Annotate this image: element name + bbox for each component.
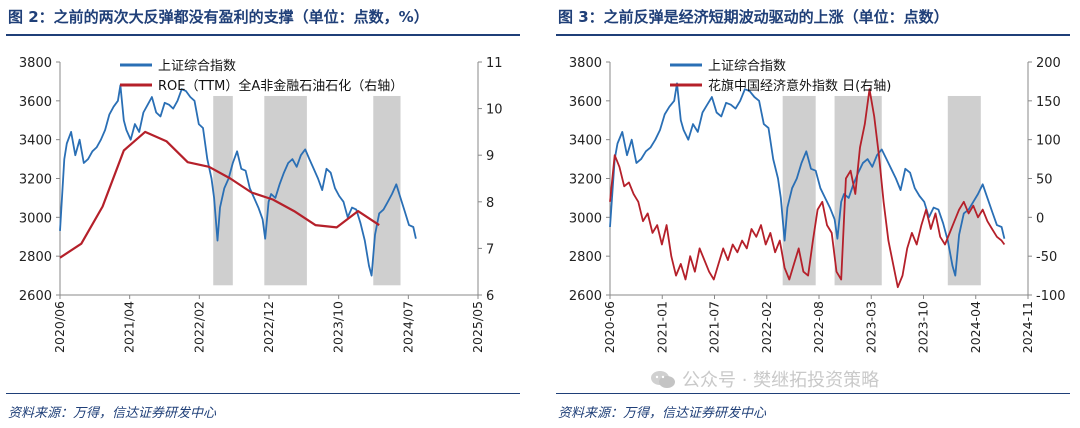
x-tick-label: 2022-02 xyxy=(759,301,774,353)
figure-2-source: 资料来源：万得，信达证券研发中心 xyxy=(8,406,217,421)
y-tick-label-left: 3800 xyxy=(569,56,602,71)
figure-3-panel: 图 3：之前反弹是经济短期波动驱动的上涨（单位：点数） 2600 2800 3000… xyxy=(550,0,1080,428)
y-tick-label-right: 7 xyxy=(486,242,494,257)
y-tick-label-left: 3400 xyxy=(569,134,602,149)
legend-label: ROE（TTM）全A非金融石油石化（右轴） xyxy=(158,78,403,94)
watermark: 公众号 · 樊继拓投资策略 xyxy=(650,366,879,392)
y-tick-label-left: 2800 xyxy=(19,250,52,265)
figure-3-title: 图 3：之前反弹是经济短期波动驱动的上涨（单位：点数） xyxy=(558,8,949,26)
y-tick-label-left: 3000 xyxy=(19,211,52,226)
legend-label: 花旗中国经济意外指数 日(右轴) xyxy=(708,78,891,94)
footer-divider xyxy=(6,393,520,394)
title-divider xyxy=(556,34,1070,36)
y-tick-label-right: 200 xyxy=(1036,56,1061,71)
x-tick-label: 2024-11 xyxy=(1020,301,1035,353)
legend-label: 上证综合指数 xyxy=(158,59,236,74)
y-tick-label-left: 3800 xyxy=(19,56,52,71)
x-tick-label: 2020/06 xyxy=(52,301,67,353)
figure-2-title: 图 2：之前的两次大反弹都没有盈利的支撑（单位：点数，%） xyxy=(8,8,429,26)
series-line-2 xyxy=(609,88,1006,289)
y-tick-label-right: 8 xyxy=(486,196,494,211)
figure-2-chart: 2600 2800 3000 3200 3400 3600 3800 6 7 8 9 10 11 2020… xyxy=(19,56,503,353)
x-tick-label: 2023/10 xyxy=(331,301,346,353)
y-tick-label-right: -50 xyxy=(1036,250,1057,265)
x-tick-label: 2020-06 xyxy=(602,301,617,353)
y-tick-label-right: 6 xyxy=(486,289,494,304)
x-tick-label: 2022-08 xyxy=(811,301,826,353)
y-tick-label-left: 2600 xyxy=(19,289,52,304)
title-divider xyxy=(6,34,520,36)
x-tick-label: 2025/05 xyxy=(470,301,485,353)
y-tick-label-right: -100 xyxy=(1036,289,1066,304)
shaded-period xyxy=(264,95,307,286)
x-tick-label: 2021-07 xyxy=(707,301,722,353)
x-tick-label: 2022/12 xyxy=(261,301,276,353)
y-tick-label-right: 10 xyxy=(486,103,503,118)
x-tick-label: 2024-04 xyxy=(968,301,983,353)
y-tick-label-left: 3200 xyxy=(569,173,602,188)
x-tick-label: 2023-10 xyxy=(916,301,931,353)
y-tick-label-right: 0 xyxy=(1036,211,1044,226)
shaded-period xyxy=(947,95,981,286)
y-tick-label-right: 150 xyxy=(1036,95,1061,110)
x-tick-label: 2024/07 xyxy=(400,301,415,353)
figure-3-chart: 2600 2800 3000 3200 3400 3600 3800 -100 -50 0 50 10… xyxy=(569,56,1066,353)
footer-divider xyxy=(556,393,1070,394)
x-tick-label: 2021/04 xyxy=(122,301,137,353)
y-tick-label-left: 3600 xyxy=(19,95,52,110)
y-tick-label-right: 9 xyxy=(486,149,494,164)
figure-3-source: 资料来源：万得，信达证券研发中心 xyxy=(558,406,767,421)
wechat-icon xyxy=(651,371,675,388)
y-tick-label-left: 2800 xyxy=(569,250,602,265)
series-line-1 xyxy=(59,84,417,277)
y-tick-label-right: 100 xyxy=(1036,134,1061,149)
y-tick-label-left: 3600 xyxy=(569,95,602,110)
y-tick-label-right: 11 xyxy=(486,56,503,71)
figure-2-panel: 图 2：之前的两次大反弹都没有盈利的支撑（单位：点数，%） 2600 2800 30… xyxy=(0,0,530,428)
y-tick-label-left: 3400 xyxy=(19,134,52,149)
series-line-2 xyxy=(59,130,380,259)
y-tick-label-left: 3000 xyxy=(569,211,602,226)
y-tick-label-left: 3200 xyxy=(19,173,52,188)
series-line-1 xyxy=(609,82,1006,277)
x-tick-label: 2023-03 xyxy=(863,301,878,353)
watermark-text: 公众号 · 樊继拓投资策略 xyxy=(682,370,880,391)
shaded-period xyxy=(373,95,401,286)
x-tick-label: 2022/02 xyxy=(191,301,206,353)
x-tick-label: 2021-01 xyxy=(654,301,669,353)
y-tick-label-left: 2600 xyxy=(569,289,602,304)
legend-label: 上证综合指数 xyxy=(708,59,786,74)
y-tick-label-right: 50 xyxy=(1036,173,1053,188)
